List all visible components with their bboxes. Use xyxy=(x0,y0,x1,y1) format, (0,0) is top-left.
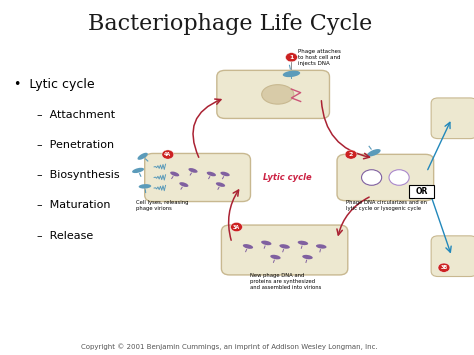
Ellipse shape xyxy=(170,171,179,176)
FancyBboxPatch shape xyxy=(409,185,434,198)
Ellipse shape xyxy=(298,241,308,245)
Circle shape xyxy=(285,53,297,62)
Text: Cell lyses, releasing
phage virions: Cell lyses, releasing phage virions xyxy=(136,201,188,211)
Text: OR: OR xyxy=(415,187,428,196)
FancyBboxPatch shape xyxy=(431,236,474,277)
Ellipse shape xyxy=(139,184,151,189)
Text: •  Lytic cycle: • Lytic cycle xyxy=(14,78,95,92)
Ellipse shape xyxy=(207,171,216,176)
Ellipse shape xyxy=(179,182,189,187)
Ellipse shape xyxy=(283,71,300,77)
Circle shape xyxy=(438,263,450,272)
Text: Bacteriophage Life Cycle: Bacteriophage Life Cycle xyxy=(88,13,372,35)
Ellipse shape xyxy=(137,153,148,160)
Text: Copyright © 2001 Benjamin Cummings, an imprint of Addison Wesley Longman, Inc.: Copyright © 2001 Benjamin Cummings, an i… xyxy=(81,343,378,350)
FancyBboxPatch shape xyxy=(337,154,434,201)
Ellipse shape xyxy=(316,244,327,248)
FancyBboxPatch shape xyxy=(431,98,474,138)
Text: –  Penetration: – Penetration xyxy=(37,140,114,151)
Ellipse shape xyxy=(270,255,281,260)
Text: Phage attaches
to host cell and
injects DNA: Phage attaches to host cell and injects … xyxy=(298,49,341,66)
Text: –  Attachment: – Attachment xyxy=(37,110,116,120)
Ellipse shape xyxy=(243,244,253,249)
FancyBboxPatch shape xyxy=(221,225,348,275)
Text: Phage DNA circularizes and en
lytic cycle or lysogenic cycle: Phage DNA circularizes and en lytic cycl… xyxy=(346,201,428,211)
Text: 1: 1 xyxy=(289,55,294,60)
Text: 4A: 4A xyxy=(164,152,172,157)
Circle shape xyxy=(362,170,382,185)
Circle shape xyxy=(162,150,174,159)
Circle shape xyxy=(389,170,409,185)
FancyBboxPatch shape xyxy=(145,153,250,202)
Text: New phage DNA and
proteins are synthesized
and assembled into virions: New phage DNA and proteins are synthesiz… xyxy=(250,273,322,290)
Ellipse shape xyxy=(220,172,230,176)
Text: 3A: 3A xyxy=(233,224,240,229)
Circle shape xyxy=(345,150,357,159)
Ellipse shape xyxy=(302,255,313,259)
Circle shape xyxy=(230,223,243,231)
Text: 3B: 3B xyxy=(440,265,447,270)
FancyBboxPatch shape xyxy=(217,70,329,119)
Ellipse shape xyxy=(279,244,290,249)
Text: Lytic cycle: Lytic cycle xyxy=(263,173,311,182)
Ellipse shape xyxy=(262,85,294,104)
Text: –  Release: – Release xyxy=(37,230,93,241)
Text: –  Biosynthesis: – Biosynthesis xyxy=(37,170,120,180)
Ellipse shape xyxy=(132,168,144,173)
Ellipse shape xyxy=(189,168,198,173)
Text: –  Maturation: – Maturation xyxy=(37,201,111,211)
Ellipse shape xyxy=(216,182,225,187)
Text: 2: 2 xyxy=(349,152,353,157)
Ellipse shape xyxy=(367,149,381,157)
Ellipse shape xyxy=(261,241,272,245)
